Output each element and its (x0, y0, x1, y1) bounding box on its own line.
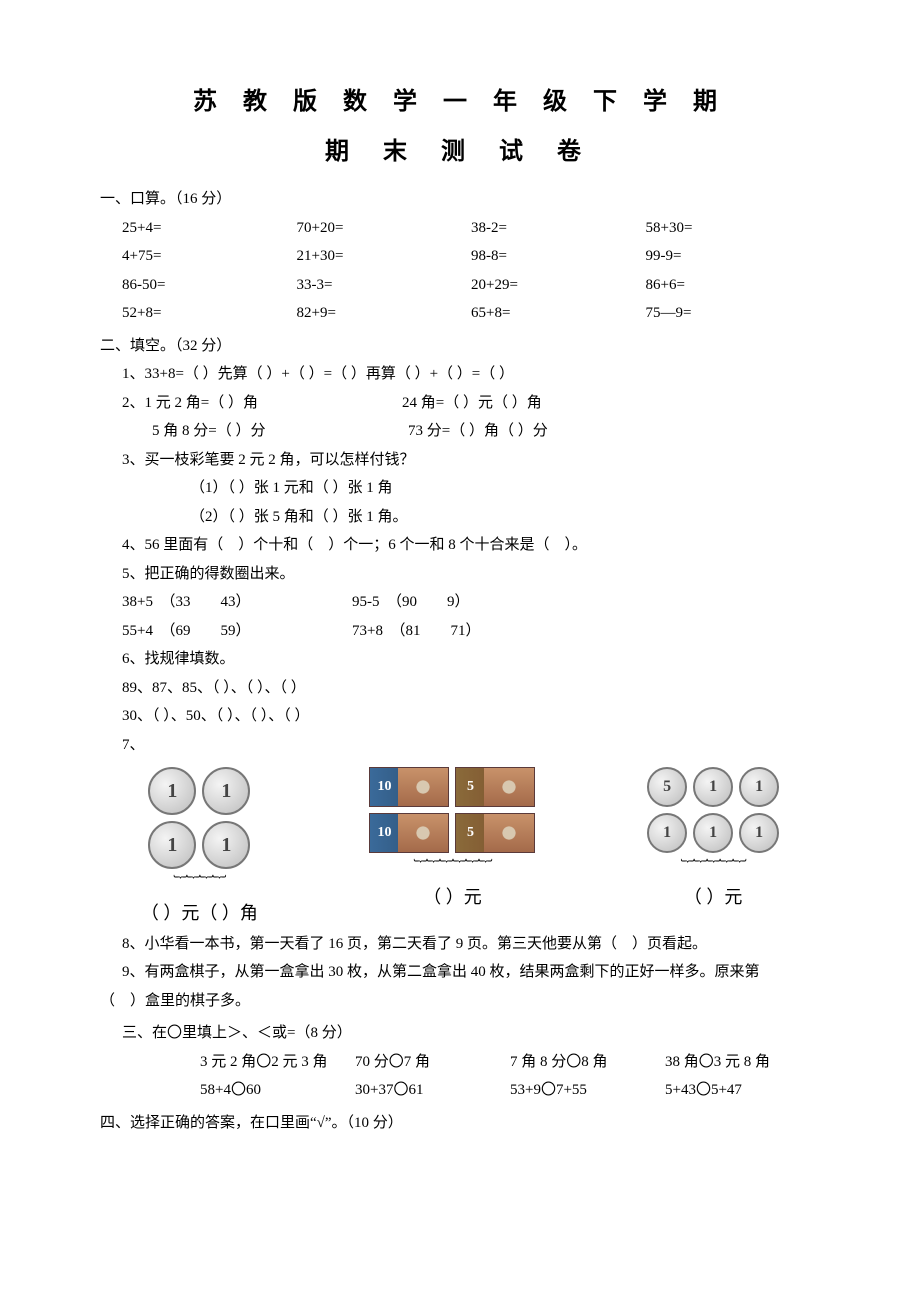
calc-cell: 4+75= (122, 242, 297, 271)
q-6: 6、找规律填数。 (100, 645, 820, 674)
page-title-1: 苏 教 版 数 学 一 年 级 下 学 期 (100, 80, 820, 126)
q-6a: 89、87、85、（ ）、（ ）、（ ） (100, 674, 820, 703)
section-2: 二、填空。（32 分） 1、33+8=（ ）先算（ ）+（ ）=（ ）再算（ ）… (100, 332, 820, 1016)
banknote-10-icon: 10 (369, 767, 449, 807)
coin-1jiao-icon: 1 (693, 767, 733, 807)
q-9-line1: 9、有两盒棋子，从第一盒拿出 30 枚，从第二盒拿出 40 枚，结果两盒剩下的正… (100, 958, 820, 987)
calc-cell: 99-9= (646, 242, 821, 271)
calc-cell: 75—9= (646, 299, 821, 328)
q-9-line2: （ ）盒里的棋子多。 (100, 987, 820, 1016)
calc-cell: 65+8= (471, 299, 646, 328)
calc-cell: 70+20= (297, 214, 472, 243)
calc-cell: 20+29= (471, 271, 646, 300)
q-1: 1、33+8=（ ）先算（ ）+（ ）=（ ）再算（ ）+（ ）=（ ） (100, 360, 820, 389)
coin-1jiao-icon: 1 (739, 813, 779, 853)
section-4-heading: 四、选择正确的答案，在口里画“√”。（10 分） (100, 1109, 820, 1138)
calc-row-3: 86-50= 33-3= 20+29= 86+6= (100, 271, 820, 300)
calc-cell: 33-3= (297, 271, 472, 300)
section-4: 四、选择正确的答案，在口里画“√”。（10 分） (100, 1109, 820, 1138)
section-3-heading: 三、在〇里填上＞、＜或=（8 分） (100, 1019, 820, 1048)
compare-cell: 38 角〇3 元 8 角 (665, 1048, 820, 1077)
compare-cell: 70 分〇7 角 (355, 1048, 510, 1077)
q-2-line2: 5 角 8 分=（ ）分 73 分=（ ）角（ ）分 (100, 417, 820, 446)
coin-1jiao-icon: 1 (647, 813, 687, 853)
coin-1jiao-icon: 1 (739, 767, 779, 807)
brace-icon: ︸︸︸︸ (141, 871, 258, 898)
calc-cell: 52+8= (122, 299, 297, 328)
compare-row-1: 3 元 2 角〇2 元 3 角 70 分〇7 角 7 角 8 分〇8 角 38 … (100, 1048, 820, 1077)
calc-cell: 86+6= (646, 271, 821, 300)
q-2d: 73 分=（ ）角（ ）分 (408, 417, 548, 446)
q-6b: 30、（ ）、50、（ ）、（ ）、（ ） (100, 702, 820, 731)
q-5-line1: 38+5 （33 43） 95-5 （90 9） (100, 588, 820, 617)
q-2-line1: 2、1 元 2 角=（ ）角 24 角=（ ）元（ ）角 (100, 389, 820, 418)
money-group-1: 1 1 1 1 ︸︸︸︸ （ ）元（ ）角 (141, 767, 258, 930)
money-group-3: 5 1 1 1 1 1 ︸︸︸︸︸ （ ）元 (647, 767, 779, 930)
coin-1yuan-icon: 1 (148, 767, 196, 815)
banknote-10-icon: 10 (369, 813, 449, 853)
compare-cell: 58+4〇60 (200, 1076, 355, 1105)
coin-1yuan-icon: 1 (202, 767, 250, 815)
page-title-2: 期 末 测 试 卷 (100, 130, 820, 176)
q-4: 4、56 里面有（ ）个十和（ ）个一；6 个一和 8 个十合来是（ ）。 (100, 531, 820, 560)
banknote-5-icon: 5 (455, 813, 535, 853)
calc-cell: 25+4= (122, 214, 297, 243)
calc-row-4: 52+8= 82+9= 65+8= 75—9= (100, 299, 820, 328)
q-3b: （2）（ ）张 5 角和（ ）张 1 角。 (100, 503, 820, 532)
section-1: 一、口算。（16 分） 25+4= 70+20= 38-2= 58+30= 4+… (100, 185, 820, 328)
q-3a: （1）（ ）张 1 元和（ ）张 1 角 (100, 474, 820, 503)
q-8: 8、小华看一本书，第一天看了 16 页，第二天看了 9 页。第三天他要从第（ ）… (100, 930, 820, 959)
brace-icon: ︸︸︸︸︸ (647, 855, 779, 882)
money-group-1-caption: （ ）元（ ）角 (141, 896, 258, 930)
banknote-5-icon: 5 (455, 767, 535, 807)
q-7: 7、 (100, 731, 820, 760)
calc-cell: 58+30= (646, 214, 821, 243)
calc-row-2: 4+75= 21+30= 98-8= 99-9= (100, 242, 820, 271)
compare-row-2: 58+4〇60 30+37〇61 53+9〇7+55 5+43〇5+47 (100, 1076, 820, 1105)
coin-1yuan-icon: 1 (202, 821, 250, 869)
money-illustration-row: 1 1 1 1 ︸︸︸︸ （ ）元（ ）角 10 5 10 5 (100, 759, 820, 930)
money-group-2-caption: （ ）元 (423, 880, 482, 914)
brace-icon: ︸︸︸︸︸︸ (369, 855, 535, 882)
calc-cell: 38-2= (471, 214, 646, 243)
money-group-2: 10 5 10 5 ︸︸︸︸︸︸ （ ）元 (369, 767, 535, 930)
coin-1yuan-icon: 1 (148, 821, 196, 869)
calc-cell: 21+30= (297, 242, 472, 271)
calc-cell: 98-8= (471, 242, 646, 271)
q-2b: 24 角=（ ）元（ ）角 (402, 389, 542, 418)
section-1-heading: 一、口算。（16 分） (100, 185, 820, 214)
section-2-heading: 二、填空。（32 分） (100, 332, 820, 361)
compare-cell: 3 元 2 角〇2 元 3 角 (200, 1048, 355, 1077)
q-2c: 5 角 8 分=（ ）分 (152, 417, 408, 446)
q-5a: 38+5 （33 43） (122, 588, 352, 617)
q-5d: 73+8 （81 71） (352, 617, 480, 646)
coin-5jiao-icon: 5 (647, 767, 687, 807)
q-5c: 55+4 （69 59） (122, 617, 352, 646)
compare-cell: 53+9〇7+55 (510, 1076, 665, 1105)
calc-row-1: 25+4= 70+20= 38-2= 58+30= (100, 214, 820, 243)
compare-cell: 7 角 8 分〇8 角 (510, 1048, 665, 1077)
section-3: 三、在〇里填上＞、＜或=（8 分） 3 元 2 角〇2 元 3 角 70 分〇7… (100, 1019, 820, 1105)
compare-cell: 5+43〇5+47 (665, 1076, 820, 1105)
calc-cell: 82+9= (297, 299, 472, 328)
compare-cell: 30+37〇61 (355, 1076, 510, 1105)
money-group-3-caption: （ ）元 (684, 880, 743, 914)
q-5: 5、把正确的得数圈出来。 (100, 560, 820, 589)
q-2a: 2、1 元 2 角=（ ）角 (122, 389, 402, 418)
q-5-line2: 55+4 （69 59） 73+8 （81 71） (100, 617, 820, 646)
calc-cell: 86-50= (122, 271, 297, 300)
q-3: 3、买一枝彩笔要 2 元 2 角，可以怎样付钱？ (100, 446, 820, 475)
coin-1jiao-icon: 1 (693, 813, 733, 853)
q-5b: 95-5 （90 9） (352, 588, 470, 617)
